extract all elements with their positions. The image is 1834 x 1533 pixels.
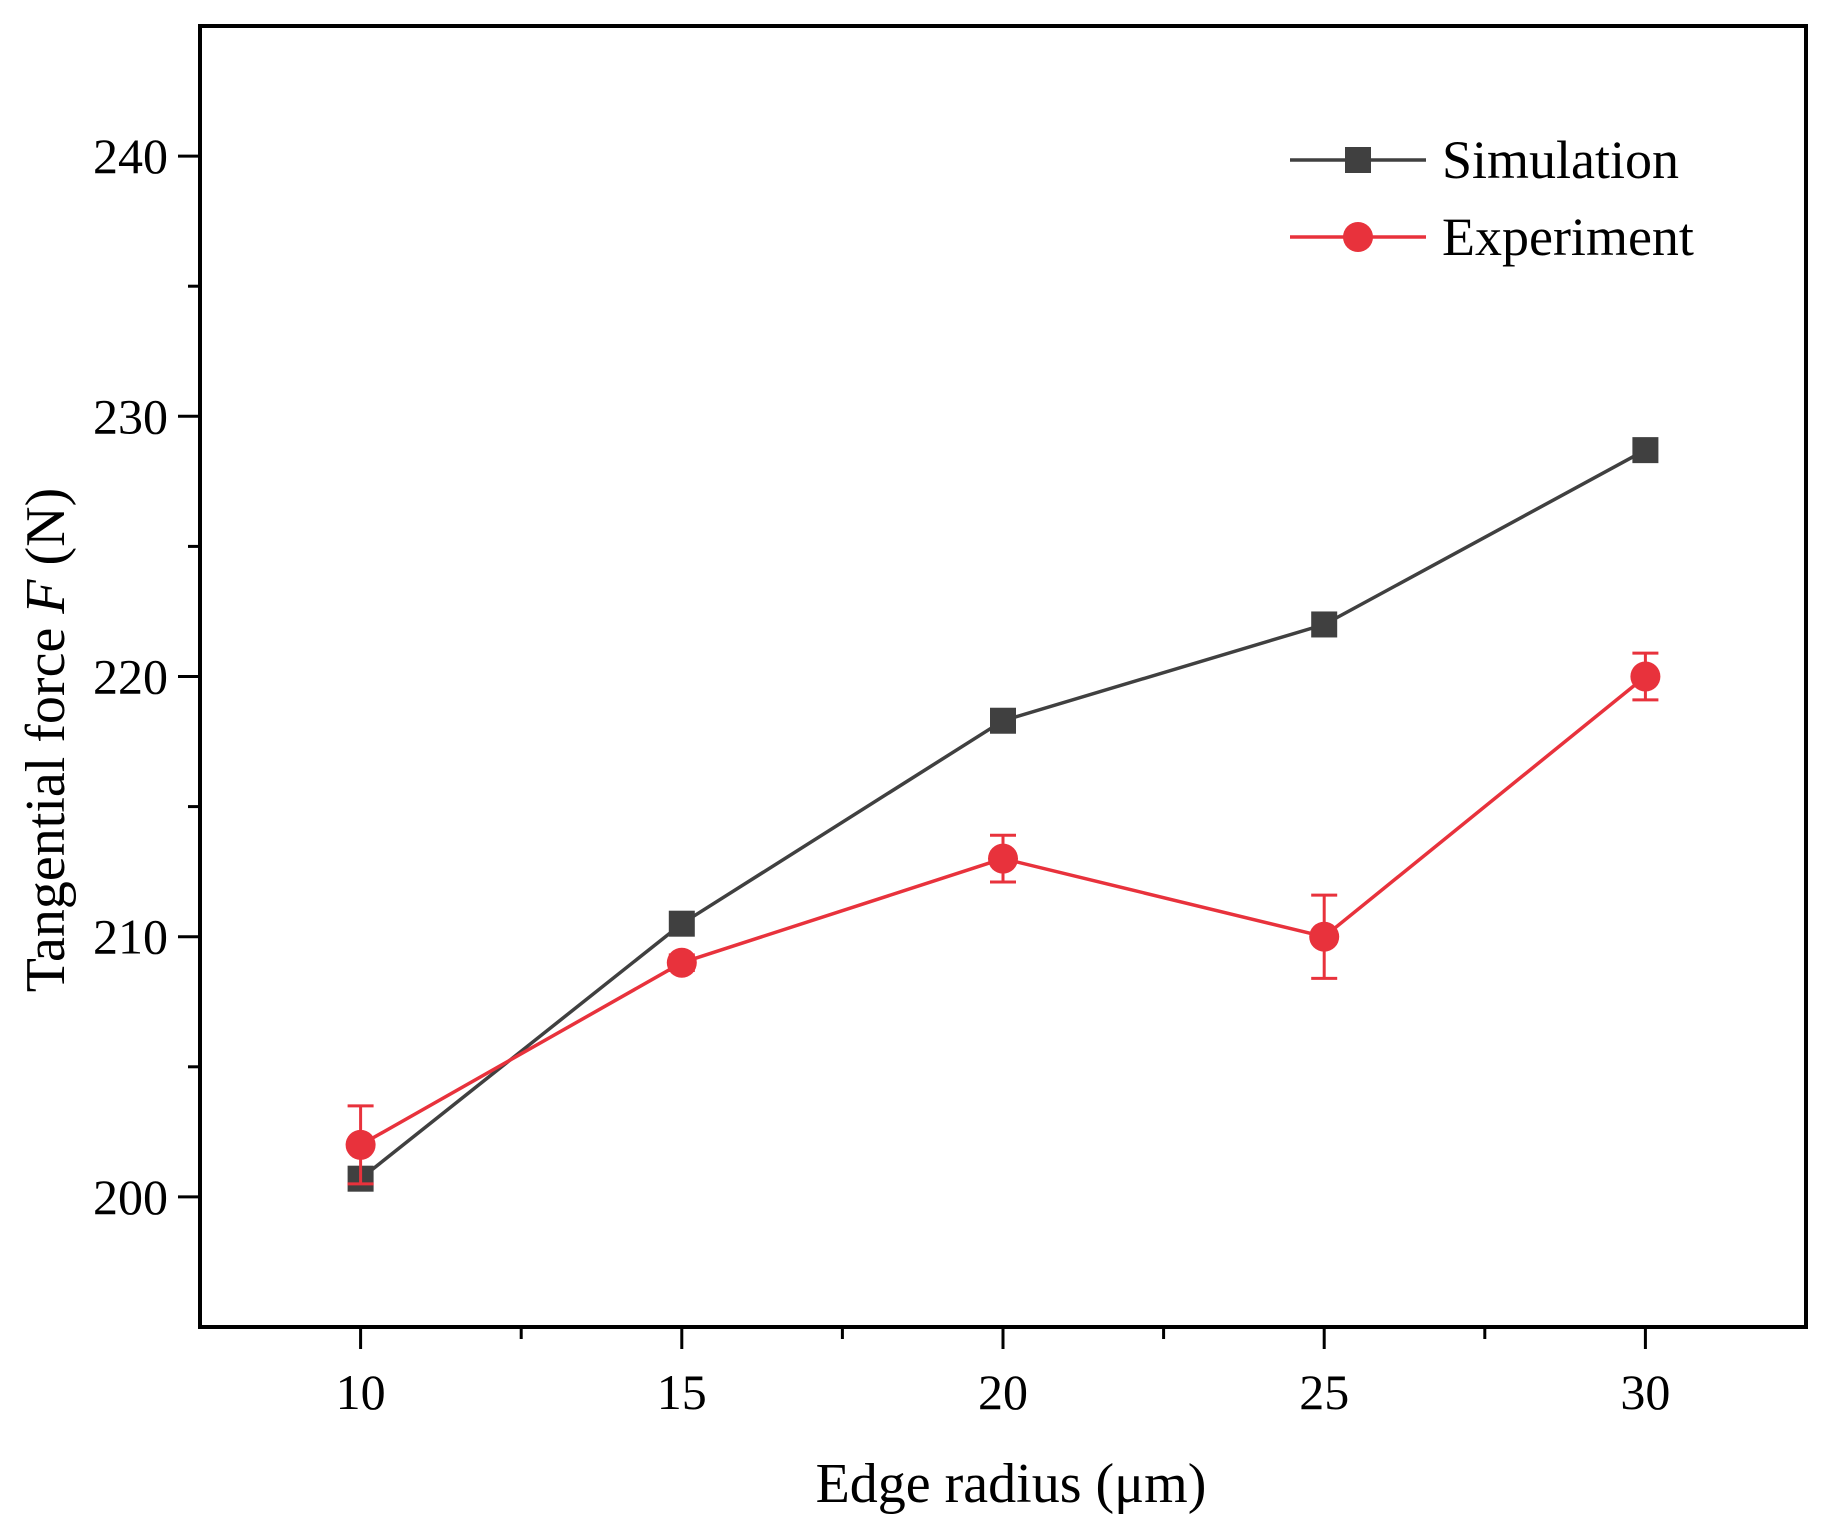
legend-item-simulation: Simulation bbox=[1290, 130, 1679, 190]
y-axis-title-variable: F bbox=[15, 579, 77, 615]
y-axis-title-unit: (N) bbox=[15, 488, 77, 580]
data-point-square bbox=[990, 707, 1016, 734]
series-simulation bbox=[347, 437, 1659, 1192]
x-tick-label: 20 bbox=[978, 1364, 1028, 1420]
legend-marker-circle bbox=[1343, 222, 1373, 252]
x-tick-label: 30 bbox=[1620, 1364, 1670, 1420]
y-tick-label: 230 bbox=[93, 388, 168, 444]
data-point-circle bbox=[666, 947, 697, 978]
y-axis-title: Tangential force F (N) bbox=[15, 488, 77, 993]
series-experiment bbox=[345, 651, 1661, 1186]
x-axis: 10 15 20 25 30 bbox=[336, 1327, 1670, 1420]
series-line bbox=[359, 448, 1647, 1181]
x-axis-title: Edge radius (μm) bbox=[816, 1453, 1207, 1515]
y-tick-label: 200 bbox=[93, 1169, 168, 1225]
x-tick-label: 15 bbox=[657, 1364, 707, 1420]
series-layer bbox=[345, 437, 1661, 1192]
y-axis: 200 210 220 230 240 bbox=[93, 128, 200, 1225]
legend-label: Experiment bbox=[1442, 207, 1694, 267]
data-point-square bbox=[1632, 437, 1659, 464]
x-tick-label: 10 bbox=[336, 1364, 386, 1420]
data-point-circle bbox=[988, 843, 1018, 874]
y-tick-label: 240 bbox=[93, 128, 168, 184]
y-axis-title-prefix: Tangential force bbox=[15, 614, 77, 993]
legend: Simulation Experiment bbox=[1290, 130, 1694, 267]
legend-label: Simulation bbox=[1442, 130, 1679, 190]
series-line bbox=[359, 675, 1647, 1147]
legend-marker-square bbox=[1345, 147, 1371, 173]
x-tick-label: 25 bbox=[1299, 1364, 1349, 1420]
data-point-circle bbox=[1309, 921, 1340, 952]
data-point-square bbox=[1311, 611, 1338, 638]
data-point-circle bbox=[345, 1129, 376, 1160]
legend-item-experiment: Experiment bbox=[1290, 207, 1694, 267]
y-tick-label: 220 bbox=[93, 649, 168, 705]
data-point-square bbox=[668, 910, 695, 937]
data-point-circle bbox=[1630, 661, 1661, 692]
y-tick-label: 210 bbox=[93, 909, 168, 965]
